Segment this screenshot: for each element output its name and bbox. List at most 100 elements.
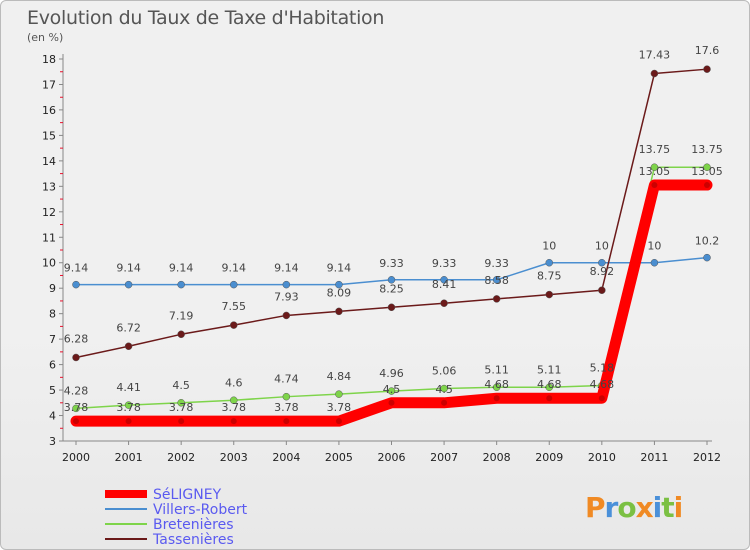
data-label: 10 bbox=[595, 240, 609, 253]
data-label: 8.75 bbox=[537, 270, 562, 283]
y-tick-label: 4 bbox=[49, 410, 56, 423]
data-label: 4.68 bbox=[484, 378, 509, 391]
y-tick-label: 6 bbox=[49, 359, 56, 372]
legend-label: Villers-Robert bbox=[153, 502, 248, 518]
y-tick-label: 8 bbox=[49, 308, 56, 321]
data-label: 10 bbox=[542, 240, 556, 253]
x-tick-label: 2003 bbox=[220, 451, 248, 464]
y-tick-label: 13 bbox=[42, 180, 56, 193]
legend-label: Tassenières bbox=[152, 532, 234, 548]
data-point bbox=[492, 276, 501, 284]
data-point bbox=[387, 303, 396, 312]
data-label: 4.68 bbox=[590, 378, 615, 391]
data-point bbox=[124, 280, 133, 289]
data-label: 9.14 bbox=[274, 262, 299, 275]
data-point bbox=[545, 290, 553, 299]
data-label: 9.14 bbox=[169, 262, 194, 275]
data-label: 8.09 bbox=[327, 286, 352, 299]
data-label: 13.05 bbox=[691, 165, 723, 178]
data-label: 8.58 bbox=[484, 274, 509, 287]
data-label: 4.68 bbox=[537, 378, 562, 391]
data-label: 9.14 bbox=[327, 262, 352, 275]
data-point bbox=[387, 276, 396, 284]
data-point bbox=[230, 280, 238, 289]
data-point bbox=[440, 299, 448, 307]
x-tick-label: 2005 bbox=[325, 451, 353, 464]
data-label: 4.5 bbox=[172, 379, 190, 392]
data-point bbox=[545, 383, 553, 392]
data-label: 6.72 bbox=[116, 321, 141, 334]
legend-label: SéLIGNEY bbox=[153, 487, 222, 503]
data-label: 3.78 bbox=[64, 401, 89, 414]
data-point bbox=[545, 258, 553, 267]
data-label: 13.75 bbox=[639, 143, 671, 156]
proxiti-logo: Proxiti bbox=[585, 491, 683, 524]
y-tick-label: 3 bbox=[49, 435, 56, 448]
y-tick-label: 16 bbox=[42, 104, 56, 117]
data-point bbox=[492, 295, 501, 303]
data-label: 3.78 bbox=[327, 401, 352, 414]
data-point bbox=[335, 390, 343, 398]
data-point bbox=[703, 253, 711, 262]
data-point bbox=[598, 258, 606, 267]
data-point bbox=[388, 399, 395, 406]
data-point bbox=[598, 286, 606, 294]
x-tick-label: 2012 bbox=[693, 451, 721, 464]
data-point bbox=[178, 418, 185, 425]
data-point bbox=[282, 311, 291, 320]
data-point bbox=[230, 396, 238, 405]
data-label: 9.14 bbox=[116, 262, 141, 275]
data-label: 13.05 bbox=[639, 165, 671, 178]
data-label: 17.6 bbox=[695, 44, 720, 57]
data-point bbox=[177, 330, 185, 339]
data-point bbox=[283, 418, 290, 425]
data-label: 3.78 bbox=[169, 401, 194, 414]
y-tick-label: 17 bbox=[42, 78, 56, 91]
data-point bbox=[704, 182, 710, 189]
data-point bbox=[72, 353, 80, 362]
y-tick-label: 7 bbox=[49, 333, 56, 346]
data-label: 9.33 bbox=[484, 257, 509, 270]
data-label: 3.78 bbox=[116, 401, 141, 414]
data-label: 8.25 bbox=[379, 282, 404, 295]
data-label: 4.5 bbox=[435, 383, 453, 396]
data-point bbox=[546, 395, 553, 402]
data-label: 3.78 bbox=[222, 401, 247, 414]
data-point bbox=[440, 384, 448, 393]
data-point bbox=[492, 383, 501, 392]
data-point bbox=[650, 69, 659, 78]
data-label: 4.74 bbox=[274, 373, 299, 386]
data-label: 5.11 bbox=[484, 363, 509, 376]
x-tick-label: 2010 bbox=[588, 451, 616, 464]
y-tick-label: 18 bbox=[42, 53, 56, 66]
data-label: 5.11 bbox=[537, 363, 562, 376]
data-point bbox=[177, 399, 185, 407]
x-tick-label: 2004 bbox=[272, 451, 300, 464]
data-label: 17.43 bbox=[639, 49, 671, 62]
data-point bbox=[73, 418, 79, 425]
data-point bbox=[177, 280, 185, 289]
data-point bbox=[124, 401, 133, 409]
x-tick-label: 2001 bbox=[115, 451, 143, 464]
x-tick-label: 2011 bbox=[640, 451, 668, 464]
data-label: 9.33 bbox=[379, 257, 404, 270]
data-label: 7.93 bbox=[274, 290, 299, 303]
data-point bbox=[72, 280, 80, 289]
data-label: 6.28 bbox=[64, 332, 89, 345]
data-point bbox=[335, 280, 343, 289]
data-label: 9.14 bbox=[64, 262, 89, 275]
data-point bbox=[650, 163, 659, 171]
data-point bbox=[72, 404, 80, 413]
data-label: 9.33 bbox=[432, 257, 457, 270]
x-tick-label: 2008 bbox=[483, 451, 511, 464]
chart-unit: (en %) bbox=[27, 31, 64, 44]
x-tick-label: 2007 bbox=[430, 451, 458, 464]
data-label: 4.6 bbox=[225, 376, 243, 389]
data-label: 3.78 bbox=[274, 401, 299, 414]
data-point bbox=[493, 395, 500, 402]
y-tick-label: 15 bbox=[42, 129, 56, 142]
x-tick-label: 2009 bbox=[535, 451, 563, 464]
y-tick-label: 12 bbox=[42, 206, 56, 219]
data-point bbox=[387, 387, 396, 395]
